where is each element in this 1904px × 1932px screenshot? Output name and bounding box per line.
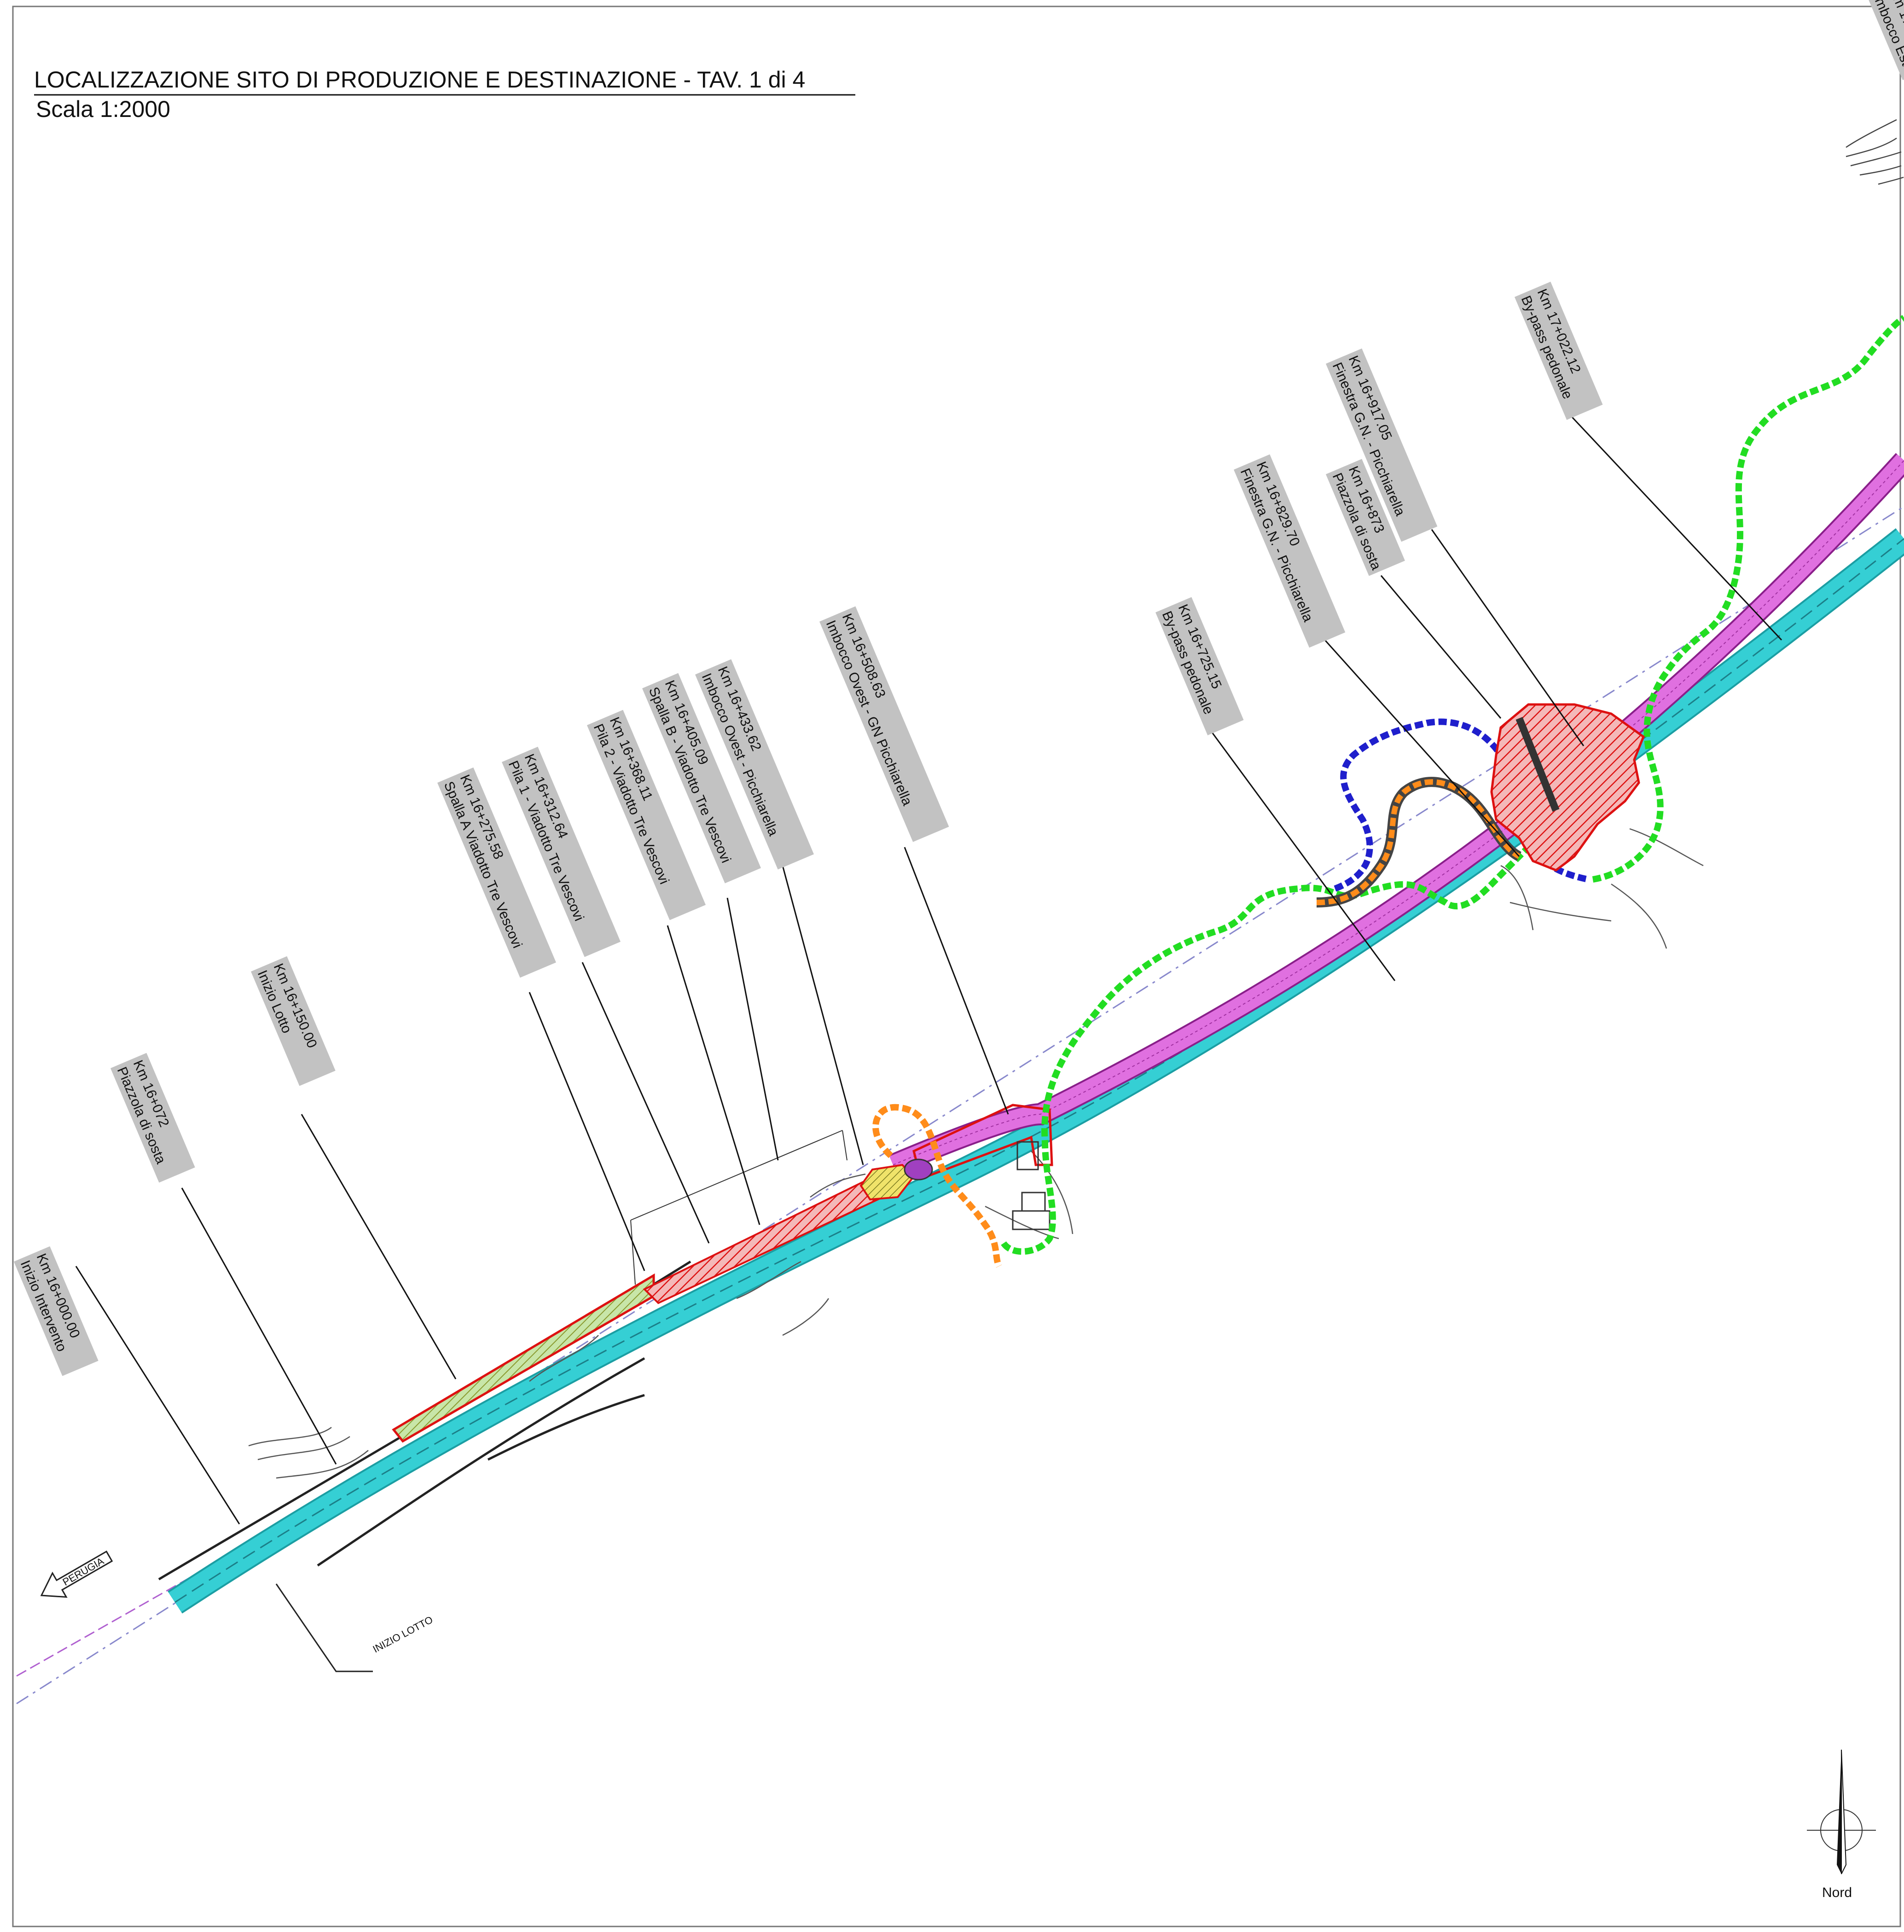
tag-bypass-2: Km 17+022.12 By-pass pedonale bbox=[1515, 281, 1603, 420]
tag-inizio-lotto: Km 16+150.00 Inizio Lotto bbox=[251, 956, 336, 1086]
access-track-green bbox=[1001, 845, 1531, 1255]
inizio-lotto-marker: INIZIO LOTTO bbox=[275, 1583, 435, 1672]
tag-finestra-1: Km 16+829.70 Finestra G.N. - Picchiarell… bbox=[1234, 454, 1346, 648]
svg-text:PERUGIA: PERUGIA bbox=[61, 1555, 106, 1588]
viaduct-work-area bbox=[392, 1166, 904, 1443]
north-arrow-icon: Nord bbox=[1807, 1749, 1876, 1900]
perugia-direction-arrow: PERUGIA bbox=[40, 1550, 113, 1598]
title-block: LOCALIZZAZIONE SITO DI PRODUZIONE E DEST… bbox=[34, 67, 855, 122]
tag-imbocco-ovest-2: Km 16+508.63 Imbocco Ovest - GN Picchiar… bbox=[819, 606, 949, 842]
existing-road bbox=[168, 528, 1904, 1614]
central-work-area bbox=[1490, 703, 1645, 872]
haul-road-orange bbox=[1316, 779, 1521, 905]
tunnel-alignment bbox=[888, 453, 1904, 1175]
haul-route-orange-west bbox=[872, 1104, 1002, 1268]
viaduct-dimension bbox=[630, 1130, 848, 1285]
tag-piazzola-16072: Km 16+072 Piazzola di sosta bbox=[110, 1053, 195, 1183]
tag-top-right: Km 17+283.35 Imbocco Est - bbox=[1867, 0, 1904, 81]
contour-sketch bbox=[1846, 119, 1904, 185]
sheet-frame bbox=[12, 6, 1901, 1927]
north-label: Nord bbox=[1822, 1885, 1852, 1900]
portal-building bbox=[1012, 1192, 1051, 1230]
map-scale: Scala 1:2000 bbox=[36, 96, 170, 122]
access-track-green-east bbox=[1592, 315, 1904, 883]
tag-bypass-1: Km 16+725.15 By-pass pedonale bbox=[1155, 597, 1244, 735]
tag-inizio-intervento: Km 16+000.00 Inizio Intervento bbox=[14, 1246, 99, 1376]
page-title: LOCALIZZAZIONE SITO DI PRODUZIONE E DEST… bbox=[34, 67, 805, 93]
svg-text:INIZIO LOTTO: INIZIO LOTTO bbox=[371, 1614, 435, 1655]
leader-lines bbox=[75, 409, 1782, 1525]
